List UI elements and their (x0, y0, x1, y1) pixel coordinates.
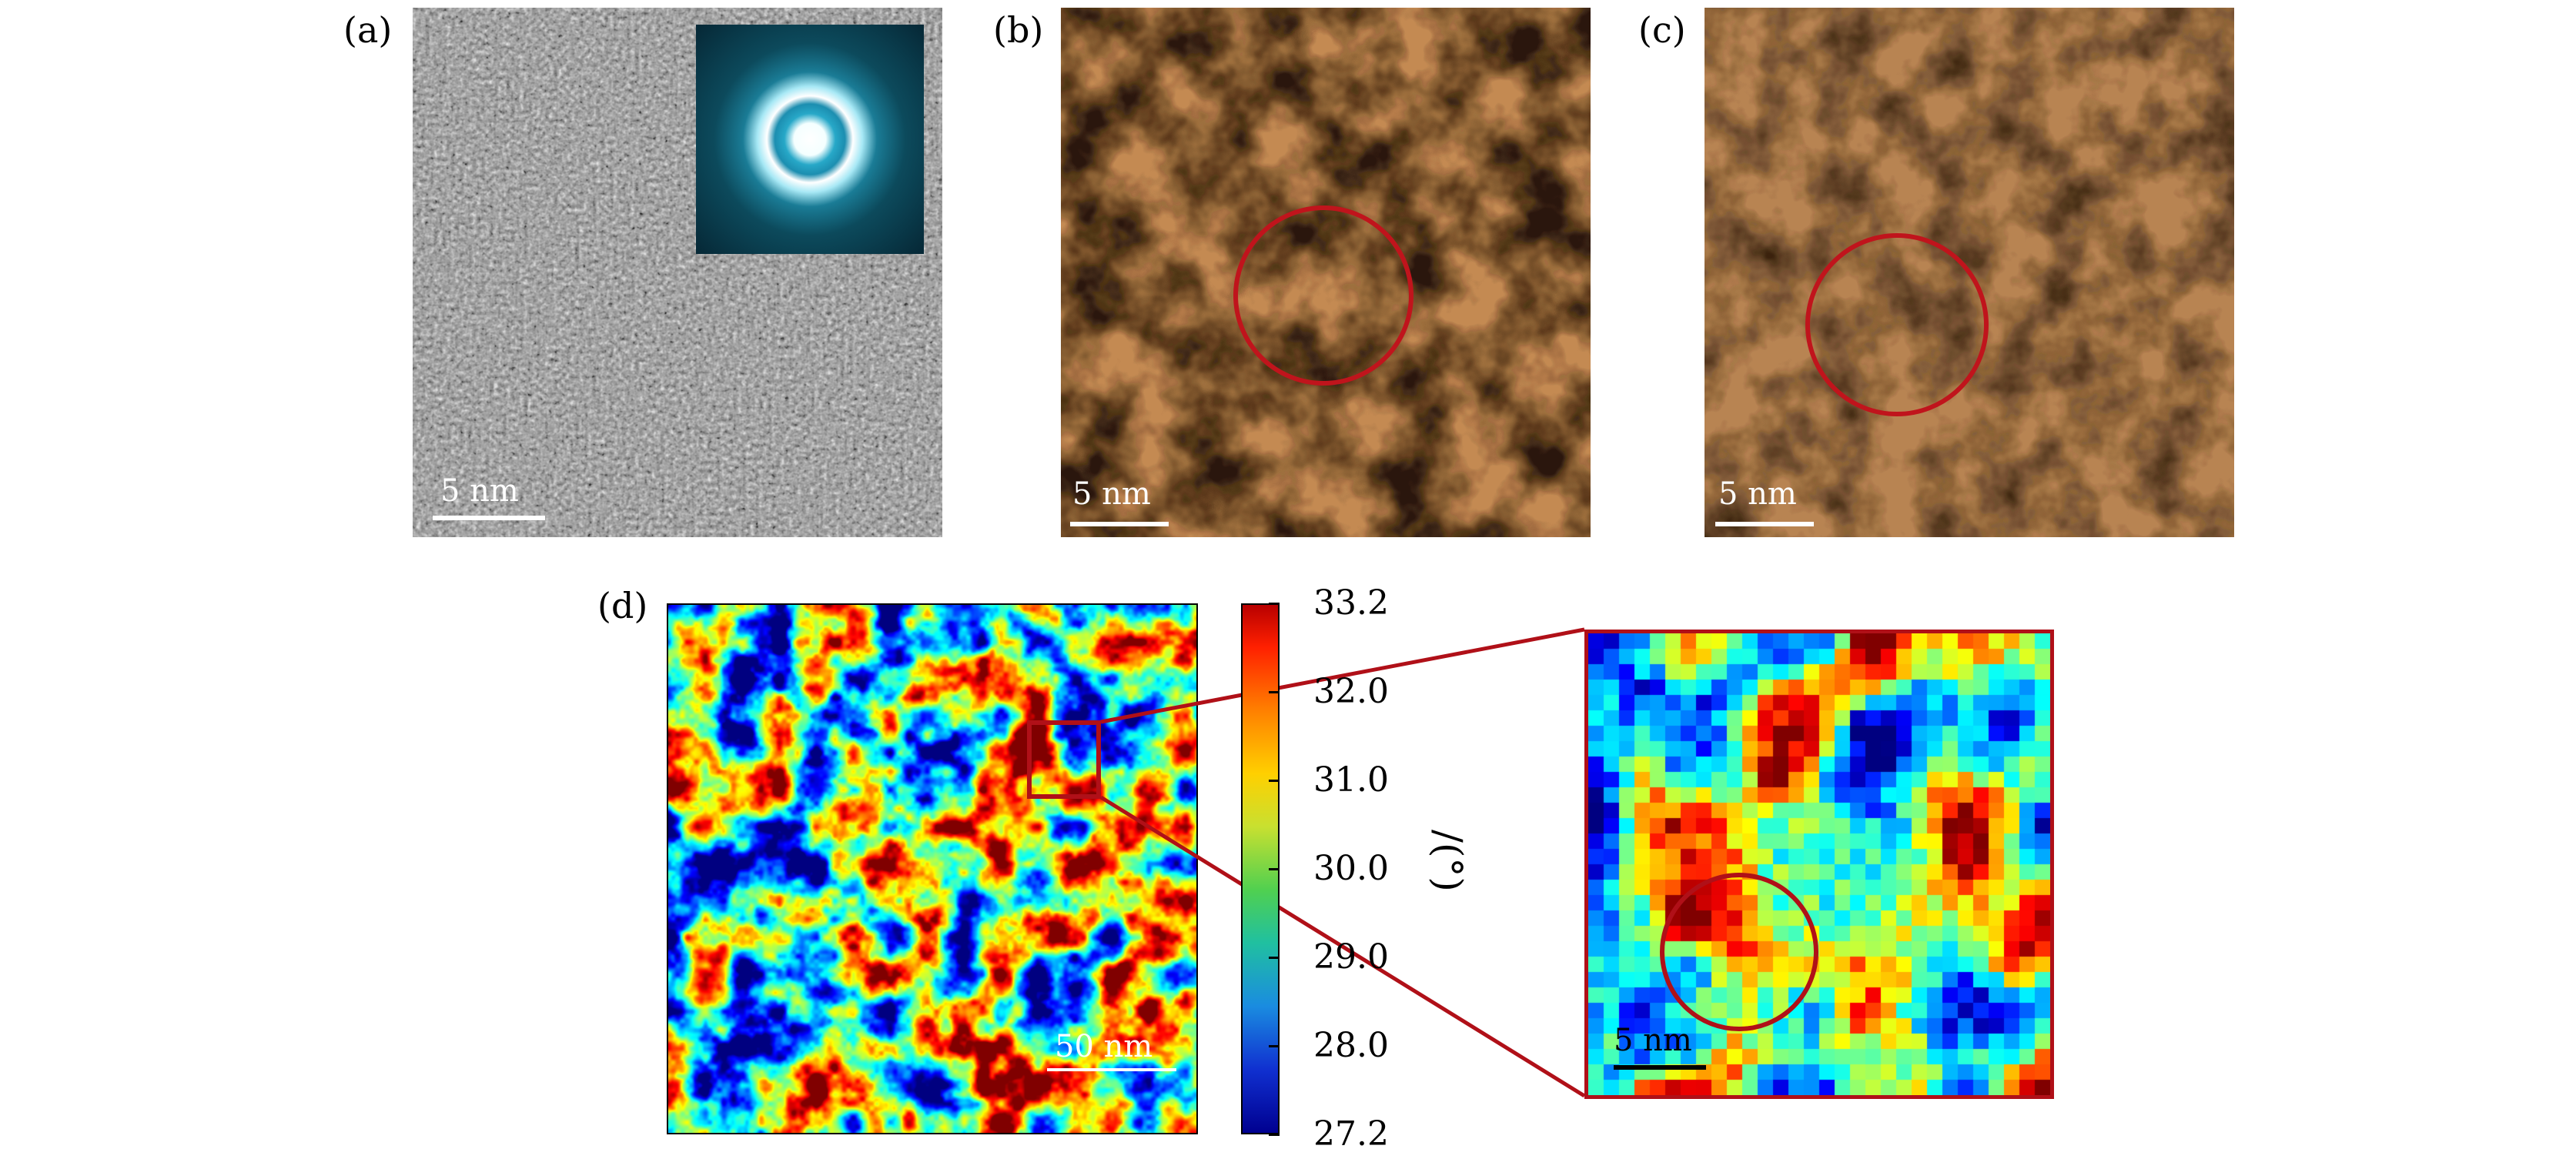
colorbar-tick-label: 32.0 (1313, 672, 1389, 711)
scale-bar-b (1070, 522, 1169, 526)
scale-label-d-main: 50 nm (1055, 1029, 1153, 1064)
colorbar-tick (1269, 868, 1280, 870)
colorbar-tick (1269, 957, 1280, 959)
scale-label-d-zoom: 5 nm (1614, 1023, 1692, 1058)
panel-a-hrtem-image (413, 8, 942, 537)
panel-label-a: (a) (343, 9, 393, 51)
colorbar-title: /(°) (1426, 830, 1470, 892)
colorbar-tick-label: 28.0 (1313, 1026, 1389, 1065)
scale-bar-c (1715, 522, 1814, 526)
colorbar-tick-label: 33.2 (1313, 583, 1389, 623)
diffraction-pattern-inset (696, 25, 924, 254)
panel-b-filtered-image (1061, 8, 1591, 537)
colorbar-tick (1269, 603, 1280, 605)
colorbar-tick-label: 29.0 (1313, 937, 1389, 977)
scale-label-c: 5 nm (1718, 476, 1797, 512)
scale-bar-a (433, 516, 545, 520)
colorbar-tick (1269, 780, 1280, 782)
zoom-region-box (1027, 720, 1101, 799)
highlight-circle-d (1660, 873, 1818, 1031)
colorbar-tick-label: 30.0 (1313, 849, 1389, 888)
scale-bar-d-zoom (1614, 1065, 1706, 1070)
colorbar-tick (1269, 1134, 1280, 1136)
colorbar-tick-label: 27.2 (1313, 1114, 1389, 1154)
panel-c-filtered-image (1705, 8, 2234, 537)
colorbar-tick-label: 31.0 (1313, 760, 1389, 800)
scale-label-a: 5 nm (440, 473, 519, 509)
scale-label-b: 5 nm (1072, 476, 1151, 512)
panel-d-zoom-map (1584, 630, 2054, 1099)
highlight-circle-c (1805, 233, 1989, 416)
panel-label-b: (b) (993, 9, 1044, 51)
panel-label-d: (d) (597, 585, 648, 626)
colorbar-tick (1269, 691, 1280, 693)
highlight-circle-b (1233, 205, 1413, 386)
scale-bar-d-main (1047, 1068, 1176, 1071)
panel-label-c: (c) (1638, 9, 1686, 51)
colorbar-tick (1269, 1045, 1280, 1047)
panel-d-angle-map (667, 603, 1198, 1134)
